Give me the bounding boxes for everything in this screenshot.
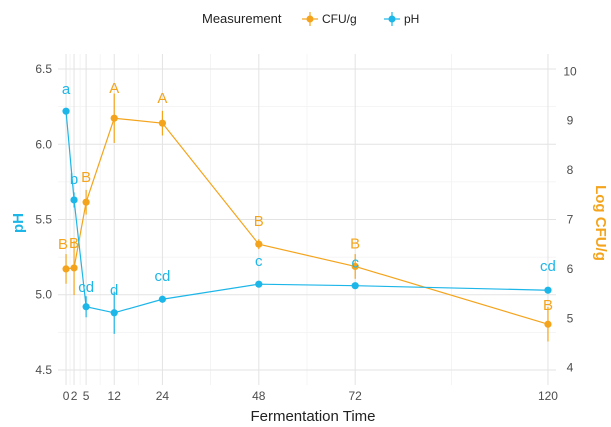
- grid: [58, 54, 556, 385]
- y-axis-right-ticks: 4 5 6 7 8 9 10: [563, 64, 577, 374]
- significance-label: b: [70, 171, 78, 188]
- legend-title: Measurement: [202, 11, 282, 26]
- significance-label: a: [62, 81, 71, 98]
- significance-label: A: [109, 80, 119, 97]
- data-point: [351, 262, 359, 271]
- y-left-tick-label: 4.5: [35, 363, 52, 377]
- y-left-tick-label: 5.5: [35, 213, 52, 227]
- y-axis-right-title: Log CFU/g: [592, 185, 609, 261]
- y-right-tick-label: 5: [567, 311, 574, 325]
- x-tick-label: 0: [63, 389, 70, 403]
- x-tick-label: 48: [252, 389, 266, 403]
- y-right-tick-label: 9: [567, 114, 574, 128]
- data-point: [110, 309, 118, 317]
- data-point: [544, 286, 552, 294]
- significance-label: B: [81, 169, 91, 186]
- legend-label-ph: pH: [404, 12, 419, 26]
- data-point: [255, 280, 263, 288]
- x-tick-label: 72: [349, 389, 363, 403]
- data-point: [158, 295, 167, 303]
- x-tick-label: 120: [538, 389, 558, 403]
- x-tick-label: 12: [108, 389, 122, 403]
- legend: Measurement CFU/g pH: [202, 11, 419, 26]
- significance-label: B: [254, 213, 264, 230]
- y-right-tick-label: 7: [567, 213, 574, 227]
- legend-key-ph: [384, 12, 400, 26]
- x-tick-label: 2: [71, 389, 78, 403]
- x-tick-label: 24: [156, 389, 170, 403]
- x-axis-ticks: 0 2 5 12 24 48 72 120: [63, 389, 559, 403]
- y-axis-left-title: pH: [10, 213, 27, 233]
- data-point: [62, 107, 70, 115]
- significance-label: cd: [154, 268, 170, 285]
- significance-label: cd: [78, 279, 94, 296]
- significance-label: B: [69, 235, 79, 252]
- series-line: [65, 117, 549, 325]
- data-point: [70, 196, 78, 204]
- data-point: [62, 265, 70, 273]
- y-left-tick-label: 6.5: [35, 62, 52, 76]
- y-right-tick-label: 6: [567, 262, 574, 276]
- significance-label: cd: [540, 258, 556, 275]
- legend-label-cfu: CFU/g: [322, 12, 357, 26]
- significance-label: B: [58, 236, 68, 253]
- significance-label: d: [110, 282, 118, 299]
- significance-label: c: [255, 253, 263, 270]
- data-point: [351, 282, 359, 290]
- data-point: [70, 264, 78, 272]
- significance-label: B: [543, 297, 553, 314]
- y-left-tick-label: 5.0: [35, 288, 52, 302]
- data-point: [158, 119, 167, 127]
- significance-label: B: [350, 235, 360, 252]
- significance-label: A: [157, 90, 167, 107]
- data-point: [82, 303, 90, 311]
- x-axis-title: Fermentation Time: [250, 408, 375, 425]
- significance-label: c: [351, 255, 359, 272]
- legend-key-cfu: [302, 12, 318, 26]
- y-right-tick-label: 4: [567, 361, 574, 375]
- y-right-tick-label: 10: [563, 64, 577, 78]
- data-point: [82, 198, 90, 206]
- x-tick-label: 5: [83, 389, 90, 403]
- y-left-tick-label: 6.0: [35, 137, 52, 151]
- y-axis-left-ticks: 4.5 5.0 5.5 6.0 6.5: [35, 62, 52, 377]
- data-point: [110, 114, 118, 122]
- data-point: [255, 240, 263, 248]
- series-line: [65, 111, 548, 314]
- y-right-tick-label: 8: [567, 163, 574, 177]
- data-point: [544, 320, 552, 328]
